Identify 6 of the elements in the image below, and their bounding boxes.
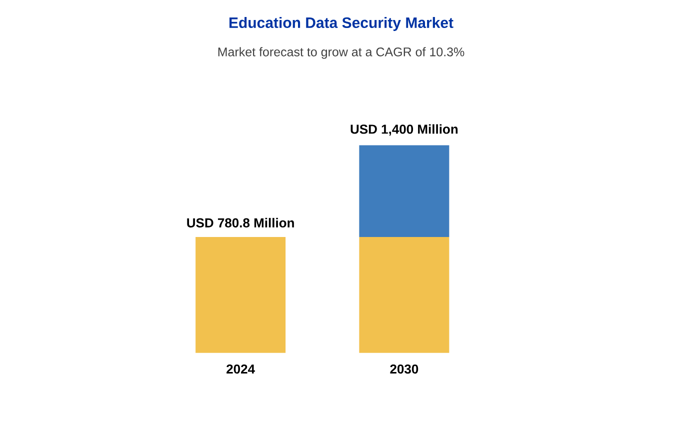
x-tick-label: 2024	[226, 364, 255, 374]
chart-title: Education Data Security Market	[229, 17, 454, 31]
chart-subtitle: Market forecast to grow at a CAGR of 10.3%	[218, 47, 464, 59]
total-label: USD 780.8 Million	[187, 218, 294, 228]
total-label: USD 1,400 Million	[350, 124, 458, 136]
x-tick-label: 2030	[390, 364, 418, 374]
